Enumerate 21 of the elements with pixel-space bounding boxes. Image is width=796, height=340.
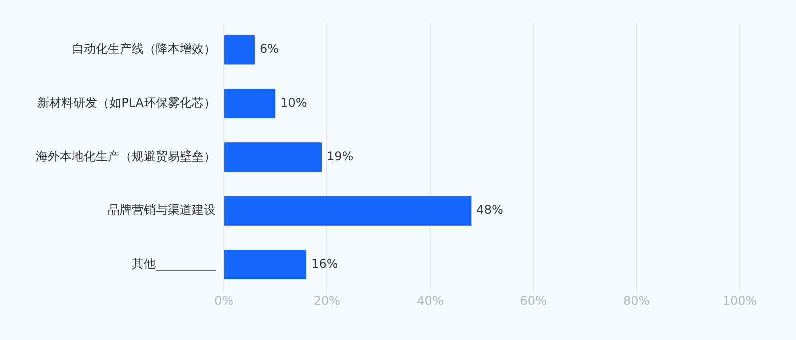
bar: [224, 35, 255, 65]
bar: [224, 88, 276, 118]
data-label: 19%: [327, 150, 354, 164]
bar: [224, 196, 472, 226]
x-tick-label: 60%: [520, 294, 547, 308]
y-tick-label: 其他__________: [132, 256, 217, 271]
x-tick-label: 100%: [722, 294, 758, 308]
y-tick-label: 新材料研发（如PLA环保雾化芯）: [38, 96, 216, 110]
y-tick-label: 品牌营销与渠道建设: [108, 203, 216, 218]
x-tick-label: 80%: [623, 294, 650, 308]
data-label: 6%: [260, 42, 280, 56]
bar: [224, 250, 307, 280]
x-tick-label: 40%: [417, 294, 444, 308]
x-tick-label: 20%: [314, 294, 341, 308]
y-tick-label: 自动化生产线（降本增效）: [72, 42, 216, 56]
x-tick-label: 0%: [214, 294, 234, 308]
data-label: 10%: [280, 96, 308, 110]
y-tick-label: 海外本地化生产（规避贸易壁垒）: [36, 150, 216, 164]
bar: [224, 142, 322, 172]
data-label: 16%: [312, 256, 338, 271]
data-label: 48%: [476, 203, 504, 218]
